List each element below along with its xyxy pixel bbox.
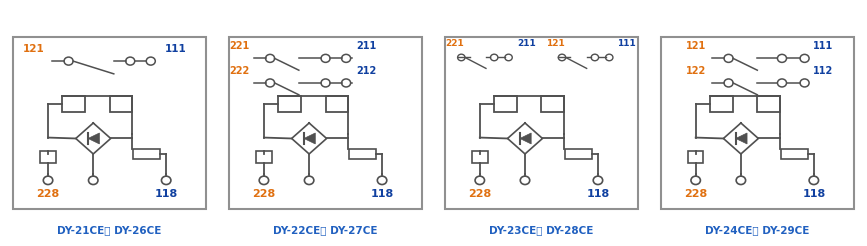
Text: 228: 228 [252,189,276,199]
Text: 111: 111 [617,39,636,48]
Bar [541,96,564,112]
Text: 228: 228 [36,189,60,199]
Text: 118: 118 [154,189,178,199]
Bar [758,96,780,112]
Bar [109,96,133,112]
Text: 111: 111 [165,44,186,54]
Bar [494,96,517,112]
Bar [326,96,349,112]
Bar [62,96,85,112]
Text: 121: 121 [545,39,564,48]
Bar [781,149,808,159]
Text: 112: 112 [813,66,833,76]
Text: DY-24CE， DY-29CE: DY-24CE， DY-29CE [705,225,810,235]
Text: DY-22CE， DY-27CE: DY-22CE， DY-27CE [273,225,378,235]
Text: 228: 228 [684,189,707,199]
Text: 118: 118 [586,189,610,199]
Text: DY-21CE， DY-26CE: DY-21CE， DY-26CE [57,225,162,235]
Text: 121: 121 [23,44,44,54]
Bar [278,96,301,112]
Text: 228: 228 [468,189,492,199]
Polygon shape [304,133,316,144]
Text: DY-23CE， DY-28CE: DY-23CE， DY-28CE [489,225,594,235]
Polygon shape [88,133,100,144]
Text: 222: 222 [229,66,250,76]
Text: 121: 121 [686,41,706,51]
Text: 211: 211 [356,41,377,51]
Bar [349,149,376,159]
Bar [41,151,55,163]
Text: 111: 111 [813,41,833,51]
Polygon shape [520,133,531,144]
Text: 118: 118 [802,189,825,199]
Polygon shape [736,133,747,144]
Bar [710,96,733,112]
Bar [565,149,592,159]
Bar [134,149,160,159]
Bar [688,151,703,163]
Text: 221: 221 [229,41,250,51]
Text: 211: 211 [517,39,536,48]
Text: 118: 118 [370,189,394,199]
Text: 212: 212 [356,66,377,76]
Text: 122: 122 [686,66,706,76]
Bar [257,151,271,163]
Bar [473,151,487,163]
Text: 221: 221 [445,39,464,48]
